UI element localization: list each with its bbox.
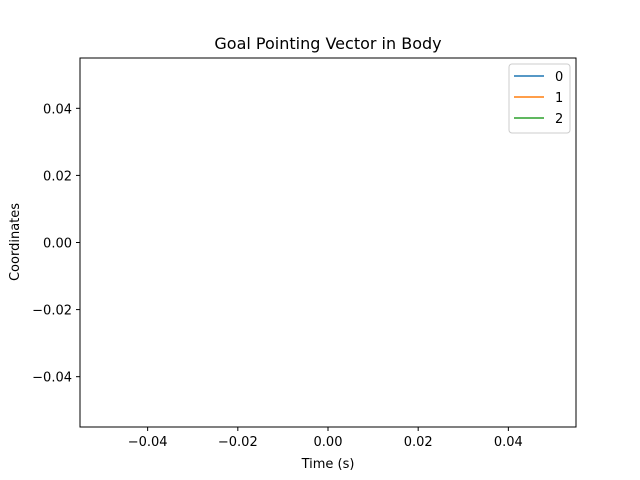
legend: 0 1 2 [508,63,571,134]
x-tick-label: 0.00 [314,435,343,450]
legend-label-1: 1 [555,91,563,106]
y-tick-label: −0.02 [32,304,72,319]
x-tick-label: 0.02 [404,435,433,450]
plot-area [80,58,576,427]
legend-box [508,63,571,134]
x-axis-title: Time (s) [301,457,355,472]
x-tick-label: −0.02 [218,435,258,450]
legend-label-0: 0 [555,70,563,85]
y-axis-ticks: 0.04 0.02 0.00 −0.02 −0.04 [32,102,80,386]
y-tick-label: 0.00 [43,237,72,252]
y-tick-label: −0.04 [32,371,72,386]
y-tick-label: 0.02 [43,169,72,184]
x-tick-label: 0.04 [494,435,523,450]
x-tick-label: −0.04 [128,435,168,450]
chart-title: Goal Pointing Vector in Body [214,34,441,53]
y-axis-title: Coordinates [8,203,23,281]
y-tick-label: 0.04 [43,102,72,117]
legend-label-2: 2 [555,112,563,127]
x-axis-ticks: −0.04 −0.02 0.00 0.02 0.04 [128,427,523,450]
